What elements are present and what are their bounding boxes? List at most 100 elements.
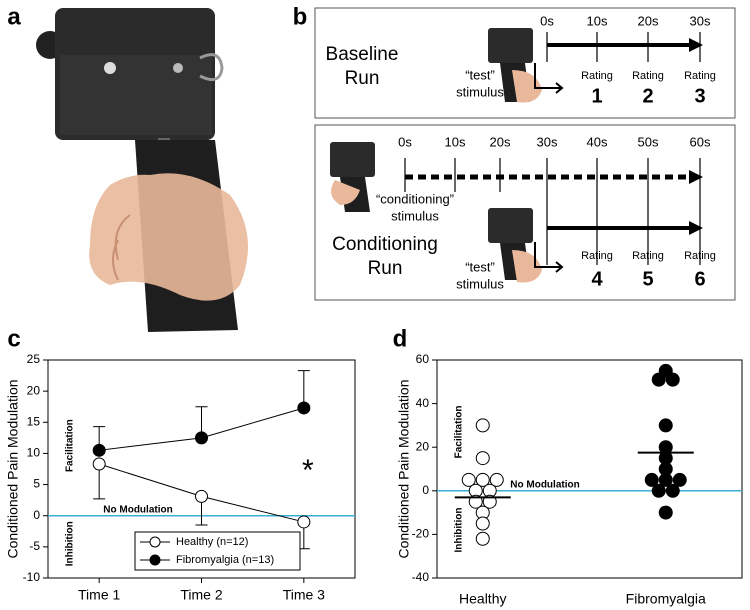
y-tick-label: 0 [422,483,429,497]
legend-label: Fibromyalgia (n=13) [176,554,274,566]
stimulus-label: “test” [465,67,495,82]
data-point [658,505,673,520]
data-point [658,418,673,433]
y-tick-label: -20 [412,527,430,541]
data-point [651,483,666,498]
rating-label: Rating [632,250,664,262]
data-point [195,489,208,503]
time-label: 60s [690,134,711,149]
data-point [475,531,490,546]
rating-arrow [534,242,564,273]
panel-label: a [7,3,21,30]
arrow-head [689,221,703,235]
inhibition-label: Inhibition [65,521,76,566]
data-point [468,494,483,509]
y-axis-label: Conditioned Pain Modulation [5,379,21,558]
data-point [297,401,311,415]
x-tick-label: Time 1 [78,587,120,603]
rating-number: 5 [642,268,653,290]
device-icon [330,28,542,283]
x-tick-label: Fibromyalgia [626,591,706,607]
y-tick-label: 25 [27,352,41,366]
y-tick-label: -40 [412,570,430,584]
plot-frame [436,359,743,579]
data-point [475,451,490,466]
x-tick-label: Time 3 [283,587,325,603]
y-tick-label: 0 [33,508,40,522]
reference-label: No Modulation [103,504,172,515]
panel-label: d [393,325,408,352]
data-point [665,483,680,498]
panel-label: c [7,325,20,352]
y-tick-label: 5 [33,477,40,491]
run-label: Run [345,68,380,89]
rating-number: 3 [694,85,705,107]
data-point [461,472,476,487]
rating-label: Rating [581,70,613,82]
rating-number: 2 [642,85,653,107]
time-label: 20s [490,134,511,149]
inhibition-label: Inhibition [454,508,465,553]
data-point [651,372,666,387]
device-photo [36,8,248,332]
time-label: 30s [690,13,711,28]
time-label: 50s [638,134,659,149]
y-tick-label: 20 [416,439,430,453]
reference-label: No Modulation [510,479,579,490]
data-point [644,472,659,487]
time-label: 20s [638,13,659,28]
arrow-head [689,170,703,184]
legend-marker [149,536,161,548]
y-tick-label: 40 [416,396,430,410]
data-point [475,418,490,433]
run-label: Conditioning [332,234,438,255]
panel-label: b [293,3,308,30]
y-tick-label: -10 [23,570,41,584]
legend-label: Healthy (n=12) [176,536,248,548]
rating-label: Rating [581,250,613,262]
data-point [665,372,680,387]
legend-marker [149,554,161,566]
rating-arrow [534,63,564,94]
stimulus-label: “test” [465,259,495,274]
data-point [672,472,687,487]
stimulus-label: stimulus [391,208,439,223]
legend-box [134,531,301,571]
run-label: Run [368,258,403,279]
rating-number: 6 [694,268,705,290]
y-tick-label: 60 [416,352,430,366]
facilitation-label: Facilitation [65,419,76,472]
data-point [297,515,311,529]
data-point [489,472,504,487]
rating-label: Rating [632,70,664,82]
data-point [92,457,106,471]
rating-number: 4 [591,268,603,290]
data-point [658,472,673,487]
y-tick-label: -5 [29,539,40,553]
rating-label: Rating [684,70,716,82]
time-label: 10s [587,13,608,28]
y-tick-label: 20 [27,383,41,397]
stimulus-label: “conditioning” [376,191,454,206]
data-point [475,516,490,531]
data-point [195,431,208,445]
y-tick-label: 15 [27,414,41,428]
x-tick-label: Healthy [459,591,506,607]
time-label: 0s [398,134,412,149]
data-point [92,443,106,457]
y-axis-label: Conditioned Pain Modulation [396,379,412,558]
time-label: 30s [537,134,558,149]
x-tick-label: Time 2 [180,587,222,603]
data-point [475,472,490,487]
time-label: 0s [540,13,554,28]
time-label: 10s [445,134,466,149]
facilitation-label: Facilitation [454,406,465,459]
rating-label: Rating [684,250,716,262]
rating-number: 1 [591,85,602,107]
arrow-head [689,38,703,52]
run-label: Baseline [326,44,399,65]
significance-mark: * [302,454,314,487]
stimulus-label: stimulus [456,276,504,291]
time-label: 40s [587,134,608,149]
